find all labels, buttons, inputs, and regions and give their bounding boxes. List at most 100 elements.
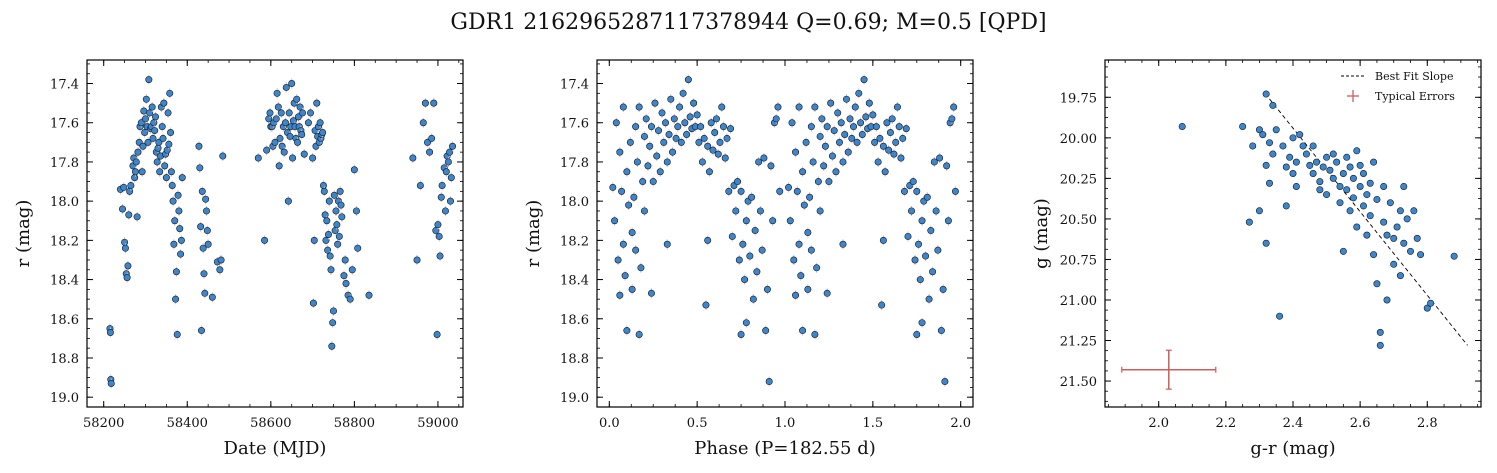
data-point: [723, 134, 731, 142]
data-point: [679, 89, 687, 97]
data-point: [300, 150, 308, 158]
x-tick-label: 59000: [417, 416, 458, 431]
y-tick-label: 18.4: [560, 274, 589, 289]
data-point: [1339, 170, 1347, 178]
data-point: [107, 379, 115, 387]
data-point: [172, 295, 180, 303]
data-point: [166, 89, 174, 97]
data-point: [748, 193, 756, 201]
data-point: [683, 130, 691, 138]
data-point: [677, 138, 685, 146]
plot-frame: [1104, 59, 1482, 408]
data-point: [820, 162, 828, 170]
data-point: [1356, 161, 1364, 169]
data-point: [309, 154, 317, 162]
data-point: [140, 107, 148, 115]
data-point: [280, 148, 288, 156]
data-point: [167, 129, 175, 137]
data-point: [698, 158, 706, 166]
data-point: [930, 158, 938, 166]
data-point: [272, 115, 280, 123]
data-point: [150, 119, 158, 127]
data-point: [327, 266, 335, 274]
data-point: [709, 146, 717, 154]
data-point: [1346, 163, 1354, 171]
data-point: [271, 138, 279, 146]
data-point: [1383, 296, 1391, 304]
data-point: [684, 76, 692, 84]
data-point: [1292, 182, 1300, 190]
data-point: [885, 146, 893, 154]
data-point: [941, 378, 949, 386]
data-point: [1353, 147, 1361, 155]
data-point: [621, 272, 629, 280]
data-point: [742, 217, 750, 225]
data-point: [705, 168, 713, 176]
data-point: [809, 158, 817, 166]
data-point: [616, 291, 624, 299]
data-point: [876, 134, 884, 142]
data-point: [323, 217, 331, 225]
y-tick-label: 18.6: [560, 313, 589, 328]
y-tick-label: 19.75: [1060, 91, 1097, 106]
data-point: [932, 207, 940, 215]
data-point: [721, 154, 729, 162]
data-point: [141, 129, 149, 137]
data-point: [934, 246, 942, 254]
data-point: [848, 134, 856, 142]
data-point: [131, 174, 139, 182]
x-axis-label: Phase (P=182.55 d): [694, 438, 876, 459]
data-point: [428, 134, 436, 142]
data-point: [121, 244, 129, 252]
data-point: [138, 168, 146, 176]
data-point: [1410, 207, 1418, 215]
data-point: [139, 142, 147, 150]
data-point: [741, 276, 749, 284]
data-point: [742, 319, 750, 327]
data-point: [296, 103, 304, 111]
data-point: [197, 327, 205, 335]
data-point: [886, 129, 894, 137]
data-point: [426, 148, 434, 156]
data-point: [944, 217, 952, 225]
data-point: [862, 113, 870, 121]
data-point: [1373, 280, 1381, 288]
data-point: [1323, 153, 1331, 161]
data-point: [951, 187, 959, 195]
data-point: [310, 236, 318, 244]
data-point: [639, 178, 647, 186]
data-point: [1262, 161, 1270, 169]
data-point: [217, 256, 225, 264]
data-point: [196, 164, 204, 172]
data-point: [753, 268, 761, 276]
data-point: [676, 103, 684, 111]
x-tick-label: 2.8: [1417, 416, 1438, 431]
data-point: [800, 201, 808, 209]
data-point: [792, 291, 800, 299]
data-point: [618, 187, 626, 195]
data-point: [1323, 191, 1331, 199]
data-point: [1316, 178, 1324, 186]
data-point: [437, 193, 445, 201]
data-point: [1329, 150, 1337, 158]
data-point: [254, 154, 262, 162]
data-point: [804, 229, 812, 237]
y-axis-label: g (mag): [1031, 198, 1052, 269]
data-point: [342, 279, 350, 287]
data-point: [879, 236, 887, 244]
data-point: [263, 146, 271, 154]
data-point: [1400, 239, 1408, 247]
data-point: [169, 197, 177, 205]
data-point: [340, 272, 348, 280]
data-point: [811, 330, 819, 338]
x-tick-label: 58400: [167, 416, 208, 431]
data-point: [333, 221, 341, 229]
data-point: [125, 211, 133, 219]
data-point: [837, 119, 845, 127]
data-point: [737, 187, 745, 195]
data-point: [857, 119, 865, 127]
data-point: [332, 207, 340, 215]
data-point: [760, 154, 768, 162]
data-point: [792, 148, 800, 156]
data-point: [827, 99, 835, 107]
